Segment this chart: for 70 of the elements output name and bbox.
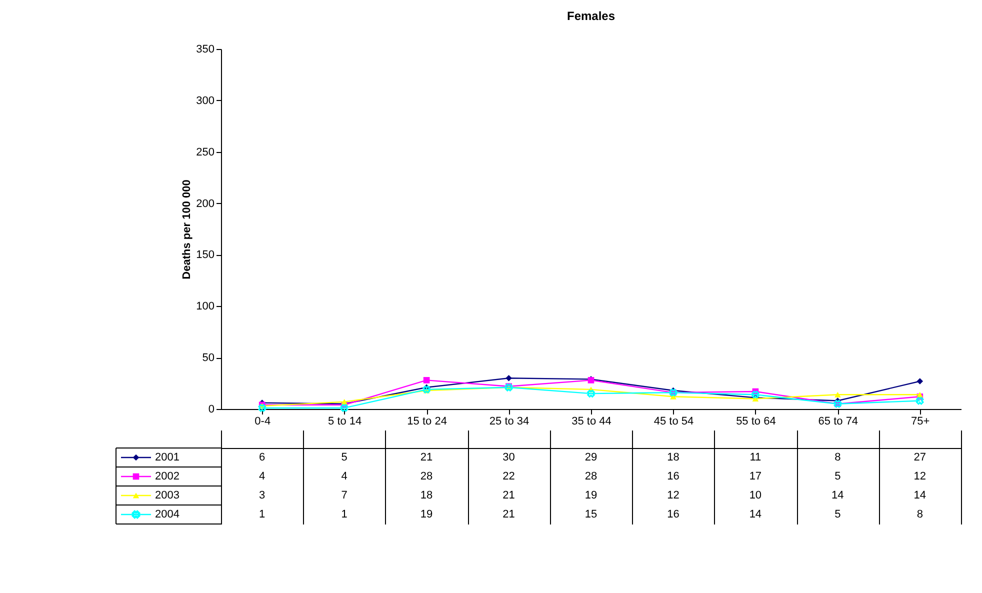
x-tick-label: 55 to 64: [736, 416, 776, 428]
data-label: 1: [341, 508, 348, 520]
point: [916, 378, 924, 384]
data-label: 28: [584, 470, 598, 482]
point: [258, 404, 266, 412]
data-label: 18: [420, 490, 433, 502]
data-label: 6: [259, 452, 266, 464]
data-label: 15: [584, 508, 598, 520]
point: [834, 392, 841, 398]
y-tick-label: 150: [196, 249, 214, 262]
x-tick-label: 45 to 54: [654, 416, 694, 428]
data-label: 4: [341, 470, 348, 482]
data-label: 17: [749, 470, 762, 482]
x-tick-label: 65 to 74: [818, 416, 858, 428]
data-label: 30: [502, 452, 515, 464]
data-label: 19: [584, 490, 598, 502]
data-label: 3: [259, 490, 266, 502]
y-tick-label: 200: [196, 198, 214, 210]
data-label: 21: [420, 452, 433, 464]
data-label: 8: [916, 508, 923, 520]
data-label: 18: [667, 452, 680, 464]
data-label: 1: [259, 508, 266, 520]
x-tick-label: 25 to 34: [489, 416, 530, 428]
data-label: 22: [502, 470, 515, 482]
data-label: 21: [502, 490, 515, 502]
point: [587, 390, 595, 398]
data-label: 7: [341, 490, 348, 502]
x-tick-label: 5 to 14: [328, 416, 362, 428]
data-label: 16: [667, 470, 680, 482]
data-label: 5: [341, 452, 348, 464]
y-tick-label: 250: [196, 146, 214, 158]
data-label: 4: [259, 470, 266, 482]
data-label: 14: [749, 508, 762, 520]
data-label: 5: [834, 470, 841, 482]
data-label: 29: [584, 452, 598, 464]
data-label: 16: [667, 508, 680, 520]
y-axis-title: Deaths per 100 000: [181, 180, 194, 280]
x-tick-label: 15 to 24: [407, 416, 447, 428]
point: [341, 399, 348, 405]
data-label: 5: [834, 508, 841, 520]
data-label: 10: [749, 490, 762, 502]
data-label: 21: [502, 508, 515, 520]
y-tick-label: 300: [196, 94, 214, 107]
x-tick-label: 0-4: [254, 416, 271, 428]
point: [340, 404, 348, 412]
data-label: 12: [914, 470, 926, 482]
legend-label: 2001: [155, 452, 180, 464]
y-tick-label: 50: [202, 352, 214, 364]
legend-label: 2003: [155, 490, 180, 502]
chart-title: Females: [566, 9, 616, 23]
data-label: 28: [420, 470, 433, 482]
y-tick-label: 0: [208, 404, 214, 416]
y-tick-label: 100: [196, 300, 214, 313]
data-label: 19: [420, 508, 433, 520]
x-tick-label: 75+: [911, 416, 930, 428]
point: [423, 377, 430, 384]
data-label: 12: [667, 490, 680, 502]
point: [506, 374, 512, 382]
y-tick-label: 350: [196, 44, 214, 56]
x-tick-label: 35 to 44: [572, 416, 612, 428]
data-label: 14: [914, 490, 926, 502]
data-label: 14: [832, 490, 844, 502]
legend-label: 2004: [155, 508, 180, 520]
data-label: 11: [750, 452, 762, 464]
data-label: 8: [834, 452, 841, 464]
point: [916, 392, 924, 398]
legend-label: 2002: [155, 470, 180, 482]
data-label: 27: [914, 452, 926, 464]
point: [916, 396, 924, 405]
point: [752, 390, 760, 398]
